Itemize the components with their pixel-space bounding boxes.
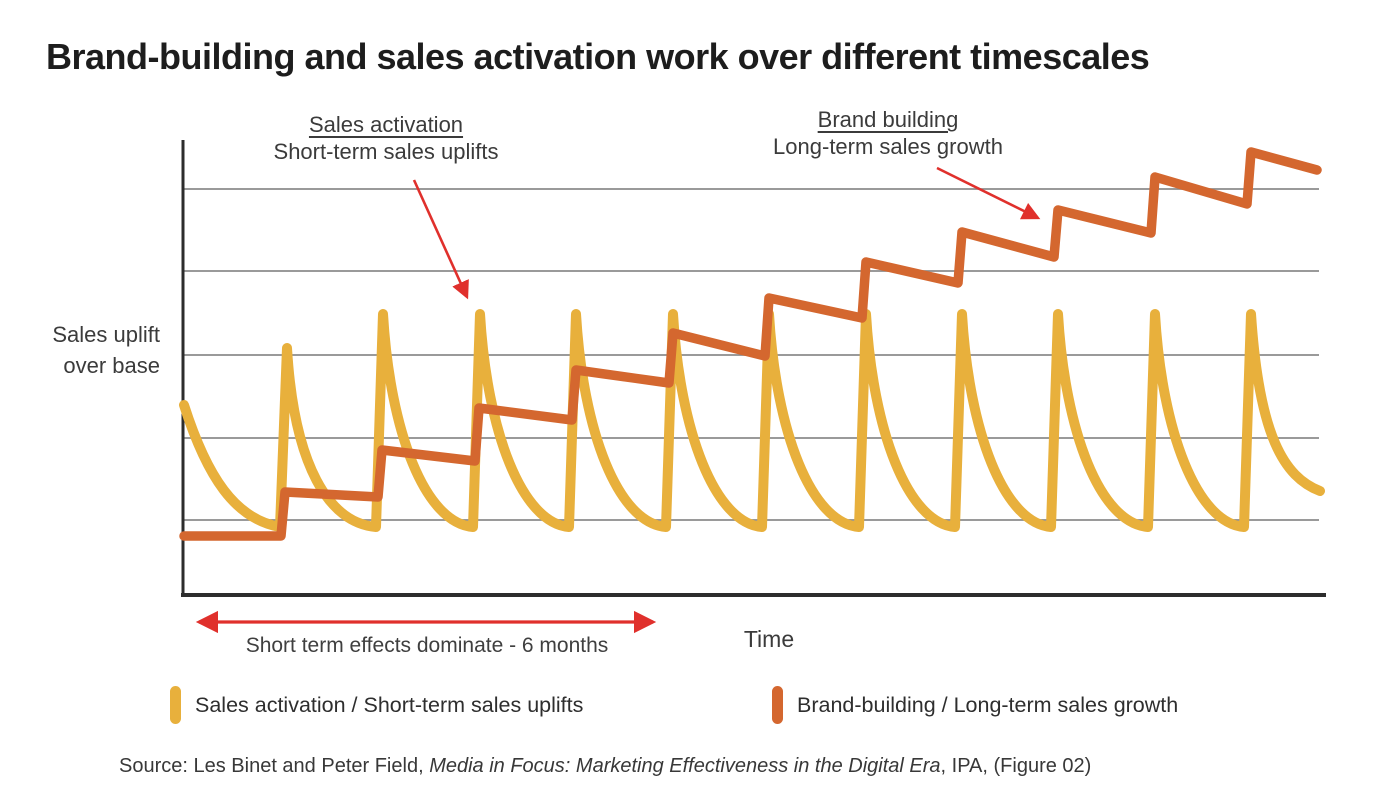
sales-activation-swatch	[170, 686, 181, 724]
annotation-arrows	[195, 166, 1041, 634]
page-title: Brand-building and sales activation work…	[46, 36, 1150, 77]
brand-building-swatch	[772, 686, 783, 724]
legend-item-sales-activation: Sales activation / Short-term sales upli…	[170, 686, 583, 724]
x-axis-label: Time	[743, 626, 795, 652]
legend-label-brand-building: Brand-building / Long-term sales growth	[797, 692, 1179, 717]
source-prefix: Source: Les Binet and Peter Field,	[119, 755, 430, 777]
source-book-title: Media in Focus: Marketing Effectiveness …	[429, 755, 941, 777]
legend-label-sales-activation: Sales activation / Short-term sales upli…	[195, 692, 584, 717]
brand-building-annotation-sub: Long-term sales growth	[773, 134, 1003, 159]
sales-activation-annotation: Sales activation Short-term sales uplift…	[231, 111, 541, 165]
sales-activation-annotation-sub: Short-term sales uplifts	[273, 139, 499, 164]
brand-building-series-line	[179, 147, 1322, 541]
source-citation: Source: Les Binet and Peter Field, Media…	[119, 755, 1299, 778]
short-term-range-label: Short term effects dominate - 6 months	[245, 634, 609, 657]
y-axis-label-line1: Sales uplift	[52, 322, 160, 347]
y-axis-label-line2: over base	[63, 353, 160, 378]
y-axis-label: Sales uplift over base	[18, 319, 160, 381]
sales-activation-arrow	[412, 179, 469, 300]
brand-building-arrow	[936, 166, 1041, 220]
brand-building-annotation: Brand building Long-term sales growth	[733, 106, 1043, 160]
source-suffix: , IPA, (Figure 02)	[940, 755, 1092, 777]
legend-item-brand-building: Brand-building / Long-term sales growth	[772, 686, 1178, 724]
brand-building-annotation-heading: Brand building	[817, 107, 959, 132]
sales-activation-annotation-heading: Sales activation	[308, 112, 464, 137]
axes	[181, 140, 1326, 597]
